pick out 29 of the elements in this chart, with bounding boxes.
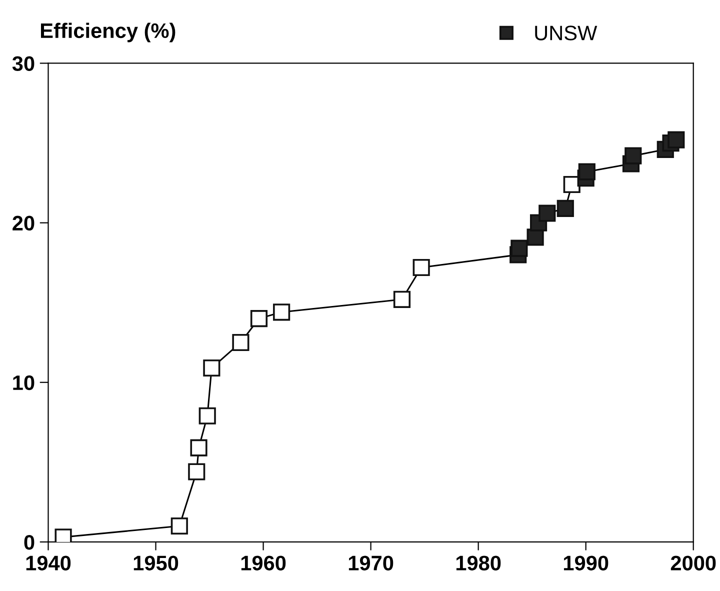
x-tick-label: 1980 xyxy=(456,556,501,570)
point xyxy=(170,517,188,535)
point xyxy=(188,463,206,480)
point xyxy=(198,407,216,424)
x-tick-label: 1970 xyxy=(348,556,394,570)
x-tick-label: 1940 xyxy=(26,556,71,570)
x-tick-label: 1950 xyxy=(134,556,178,570)
point xyxy=(203,359,220,377)
point xyxy=(556,200,574,217)
x-tick-label: 2000 xyxy=(670,556,716,570)
point xyxy=(624,147,642,164)
point xyxy=(510,240,528,257)
point xyxy=(668,131,685,148)
y-tick-label: 30 xyxy=(12,56,34,72)
y-tick-label: 10 xyxy=(13,375,34,390)
point xyxy=(393,290,411,308)
point xyxy=(232,334,250,352)
point xyxy=(250,310,268,328)
point xyxy=(190,439,208,456)
point xyxy=(412,258,430,276)
y-tick-label: 20 xyxy=(12,216,34,231)
x-tick-label: 1990 xyxy=(564,556,608,570)
x-tick-label: 1960 xyxy=(241,556,286,570)
y-tick-label: 0 xyxy=(24,534,34,550)
point xyxy=(578,163,596,180)
point xyxy=(273,304,290,321)
y-axis-title: Efficiency (%) xyxy=(40,22,176,42)
point xyxy=(538,204,556,222)
legend-label: UNSW xyxy=(535,26,598,40)
